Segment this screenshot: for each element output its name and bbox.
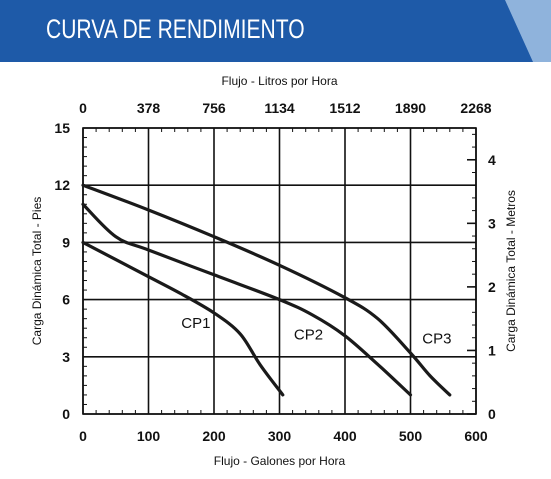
chart-grid xyxy=(82,127,477,415)
right-axis-title: Carga Dinámica Total - Metros xyxy=(504,190,518,352)
page-title: CURVA DE RENDIMIENTO xyxy=(46,14,305,44)
series-label-cp1: CP1 xyxy=(181,315,210,332)
y-tick-label: 3 xyxy=(62,349,70,365)
y-axis-title: Carga Dinámica Total - Pies xyxy=(30,197,44,346)
y-tick-label: 9 xyxy=(62,234,70,250)
header-banner xyxy=(0,0,551,62)
series-label-cp3: CP3 xyxy=(422,330,451,347)
y-tick-label: 0 xyxy=(62,406,70,422)
series-line-cp3 xyxy=(81,183,452,397)
x-tick-label: 600 xyxy=(464,428,488,444)
y-tick-label: 6 xyxy=(62,292,70,308)
top-tick-label: 0 xyxy=(79,100,87,116)
right-tick-label: 2 xyxy=(488,279,496,295)
top-tick-label: 1890 xyxy=(395,100,426,116)
top-tick-label: 378 xyxy=(137,100,161,116)
series-label-cp2: CP2 xyxy=(294,327,323,344)
y-tick-label: 12 xyxy=(54,177,70,193)
y-tick-label: 15 xyxy=(54,120,70,136)
top-axis-title: Flujo - Litros por Hora xyxy=(221,74,337,88)
right-tick-label: 3 xyxy=(488,215,496,231)
series-line-cp2 xyxy=(81,202,413,397)
right-tick-label: 1 xyxy=(488,342,496,358)
header-band xyxy=(0,0,533,62)
right-tick-label: 0 xyxy=(488,406,496,422)
x-tick-label: 400 xyxy=(333,428,357,444)
plot-frame xyxy=(82,127,477,415)
top-tick-label: 2268 xyxy=(460,100,491,116)
x-tick-label: 500 xyxy=(399,428,423,444)
top-tick-label: 756 xyxy=(202,100,226,116)
x-tick-label: 200 xyxy=(202,428,226,444)
top-tick-label: 1134 xyxy=(264,100,295,116)
chart-curves xyxy=(81,183,452,397)
series-line-cp1 xyxy=(81,240,285,397)
x-axis-title: Flujo - Galones por Hora xyxy=(214,454,346,468)
x-tick-label: 300 xyxy=(268,428,292,444)
top-tick-label: 1512 xyxy=(329,100,360,116)
x-tick-label: 100 xyxy=(137,428,161,444)
right-tick-label: 4 xyxy=(488,152,496,168)
x-tick-label: 0 xyxy=(79,428,87,444)
